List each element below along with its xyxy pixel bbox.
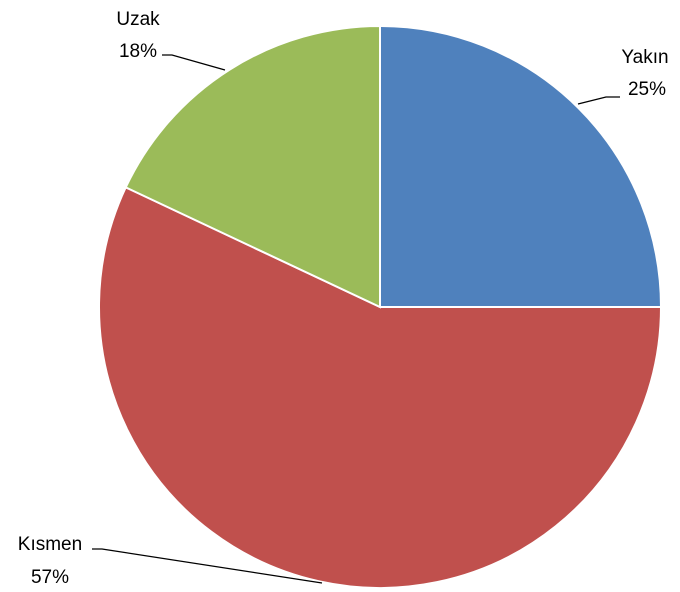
leader-line: [92, 548, 323, 584]
pie-slice: [379, 24, 663, 308]
slice-value-label: 57%: [31, 567, 69, 588]
slice-label: Yakın: [621, 47, 668, 68]
pie-slice: [98, 186, 663, 590]
leader-line: [577, 96, 620, 105]
slice-value-label: 18%: [119, 41, 157, 62]
slice-label: Uzak: [116, 9, 160, 30]
slice-value-label: 25%: [628, 79, 666, 100]
slice-label: Kısmen: [18, 534, 82, 555]
leader-line: [162, 54, 226, 71]
pie-slice: [124, 24, 381, 309]
